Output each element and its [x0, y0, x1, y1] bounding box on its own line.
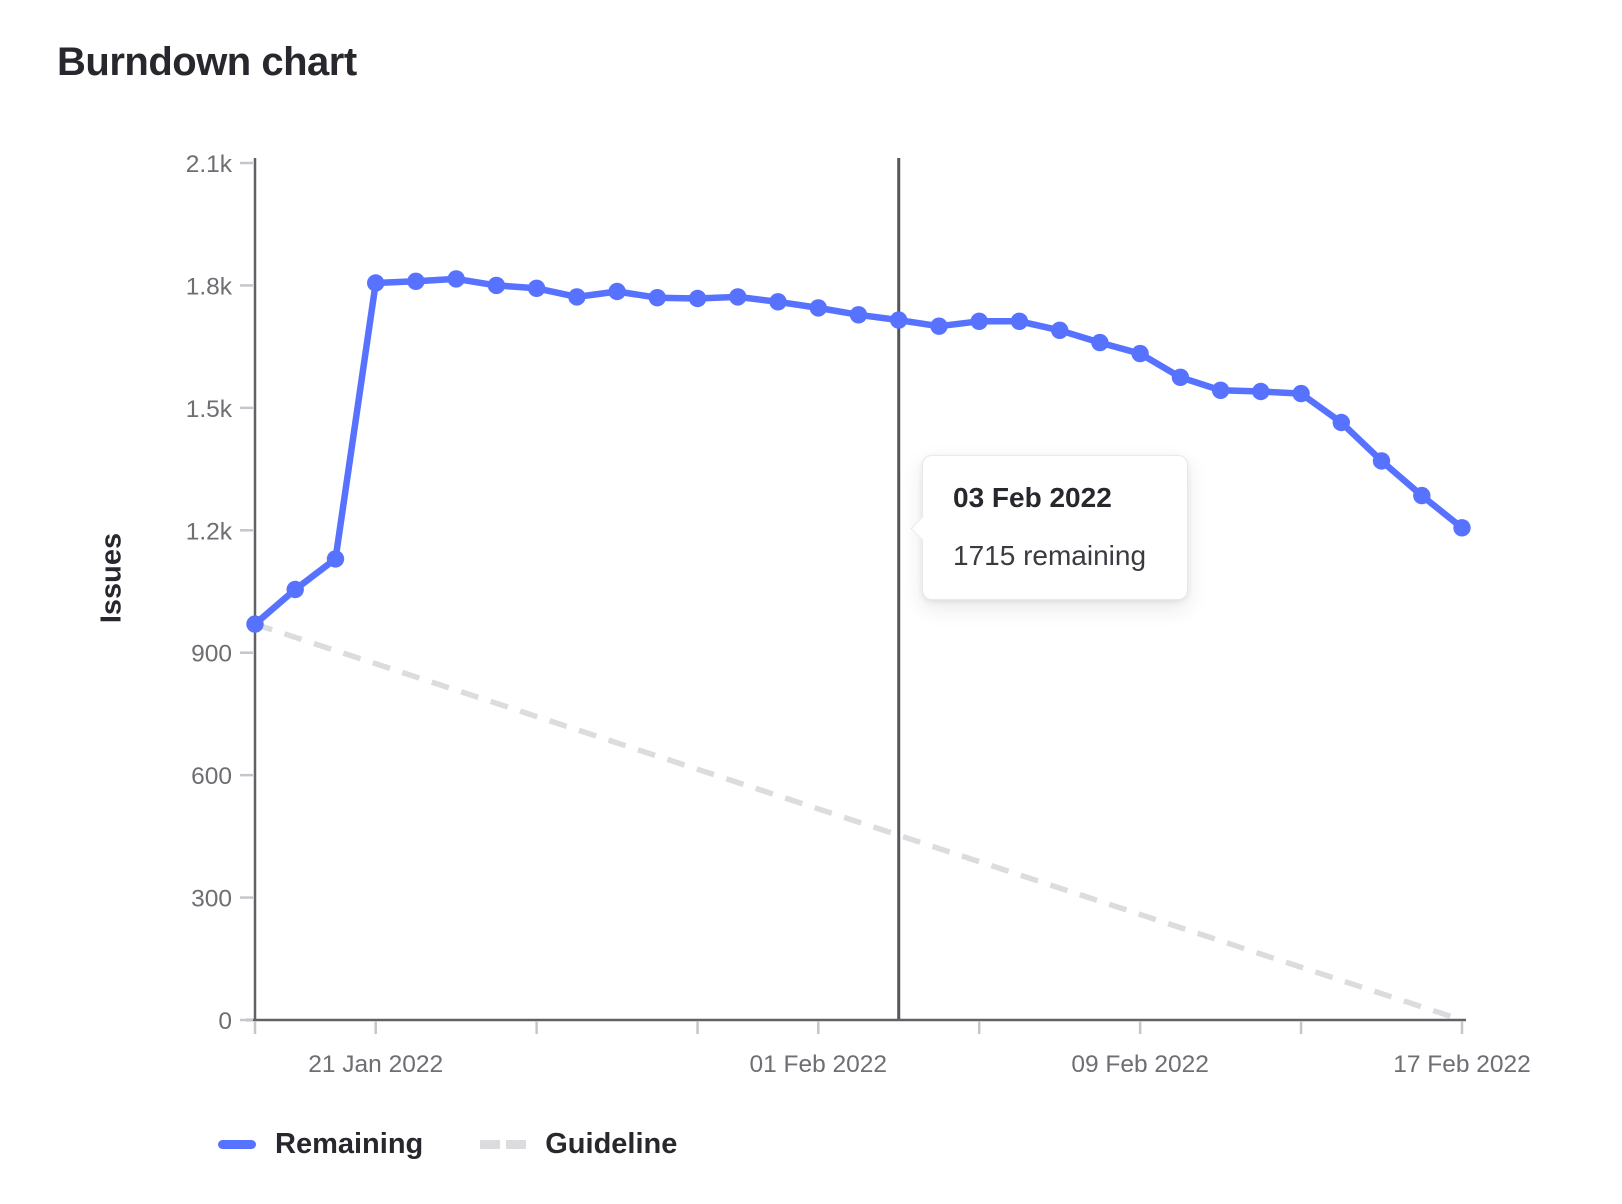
data-point-03-feb-2022[interactable]	[890, 311, 908, 329]
data-point-21-jan-2022[interactable]	[367, 274, 385, 292]
page-title: Burndown chart	[57, 40, 357, 84]
data-point-18-jan-2022[interactable]	[246, 615, 264, 633]
data-point-08-feb-2022[interactable]	[1091, 333, 1109, 352]
data-point-29-jan-2022[interactable]	[688, 289, 707, 308]
data-point-04-feb-2022[interactable]	[930, 317, 948, 335]
legend-label-remaining: Remaining	[275, 1128, 424, 1160]
remaining-line-swatch	[218, 1140, 256, 1149]
data-point-06-feb-2022[interactable]	[1010, 312, 1029, 330]
data-point-19-jan-2022[interactable]	[286, 580, 304, 599]
data-point-07-feb-2022[interactable]	[1051, 321, 1069, 339]
y-axis-tick-label: 0	[218, 1008, 232, 1035]
y-axis-tick-label: 300	[191, 886, 232, 913]
data-point-28-jan-2022[interactable]	[648, 289, 666, 307]
data-point-01-feb-2022[interactable]	[809, 299, 827, 317]
data-point-15-feb-2022[interactable]	[1372, 452, 1391, 470]
legend-item-guideline[interactable]: Guideline	[480, 1128, 677, 1161]
data-point-31-jan-2022[interactable]	[769, 293, 787, 311]
chart-legend: Remaining Guideline	[218, 1128, 677, 1161]
x-axis-tick-label: 01 Feb 2022	[749, 1051, 887, 1078]
x-axis-tick-label: 09 Feb 2022	[1071, 1051, 1209, 1078]
data-point-30-jan-2022[interactable]	[729, 288, 747, 306]
guideline-dashed-swatch	[480, 1140, 527, 1149]
y-axis-tick-label: 1.8k	[186, 273, 233, 300]
remaining-series-line	[251, 275, 1466, 628]
y-axis-title: Issues	[95, 532, 128, 624]
data-point-02-feb-2022[interactable]	[849, 306, 868, 324]
legend-label-guideline: Guideline	[545, 1128, 678, 1160]
data-point-25-jan-2022[interactable]	[527, 279, 546, 297]
chart-tooltip: 03 Feb 2022 1715 remaining	[910, 455, 1188, 600]
y-axis-tick-label: 1.5k	[186, 396, 233, 423]
y-axis-tick-label: 600	[191, 763, 232, 790]
x-axis-tick-label: 21 Jan 2022	[308, 1051, 443, 1078]
data-point-13-feb-2022[interactable]	[1292, 384, 1310, 403]
data-point-14-feb-2022[interactable]	[1332, 413, 1351, 432]
data-point-16-feb-2022[interactable]	[1413, 486, 1431, 505]
data-point-27-jan-2022[interactable]	[608, 282, 626, 301]
data-point-10-feb-2022[interactable]	[1171, 368, 1190, 386]
data-point-09-feb-2022[interactable]	[1131, 344, 1149, 363]
data-point-26-jan-2022[interactable]	[568, 288, 586, 306]
tooltip-date: 03 Feb 2022	[953, 482, 1112, 513]
data-point-11-feb-2022[interactable]	[1211, 381, 1230, 399]
data-point-23-jan-2022[interactable]	[447, 270, 465, 288]
legend-item-remaining[interactable]: Remaining	[218, 1128, 423, 1161]
tooltip-value: 1715 remaining	[953, 540, 1147, 571]
guideline-series	[254, 621, 1463, 1023]
data-point-20-jan-2022[interactable]	[326, 550, 345, 568]
data-point-05-feb-2022[interactable]	[970, 312, 988, 330]
data-point-22-jan-2022[interactable]	[407, 272, 425, 290]
y-axis-tick-label: 2.1k	[186, 151, 233, 178]
y-axis-tick-label: 1.2k	[186, 518, 233, 545]
x-axis-tick-label: 17 Feb 2022	[1393, 1051, 1531, 1078]
data-point-12-feb-2022[interactable]	[1252, 382, 1270, 401]
y-axis-tick-label: 900	[191, 641, 232, 668]
data-point-24-jan-2022[interactable]	[487, 276, 506, 295]
data-point-17-feb-2022[interactable]	[1453, 519, 1471, 537]
